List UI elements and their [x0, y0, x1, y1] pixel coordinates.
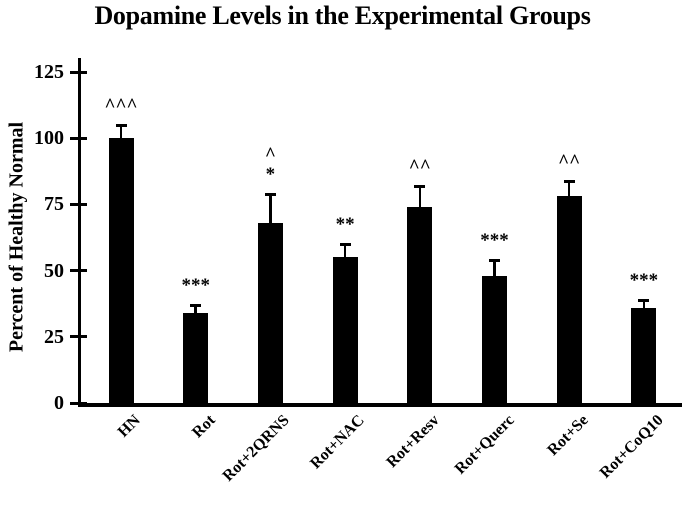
y-axis-label: Percent of Healthy Normal [5, 121, 28, 353]
bar-Rot+Se [556, 196, 582, 403]
error-bar-cap [638, 298, 650, 302]
x-axis-line [78, 403, 682, 407]
y-tick-mark [70, 202, 87, 206]
significance-annotation: *** [156, 275, 236, 297]
bar-Rot+2QRNS [257, 222, 283, 403]
error-bar-stem [119, 124, 123, 143]
y-tick-label: 25 [44, 325, 64, 348]
error-bar-stem [343, 244, 347, 262]
y-tick-mark [70, 70, 87, 74]
significance-marker: *** [181, 275, 210, 297]
significance-annotation: ^^^ [81, 94, 161, 117]
bar-Rot+NAC [332, 257, 358, 403]
y-tick-mark [70, 136, 87, 140]
y-tick-mark [70, 401, 87, 405]
significance-annotation: ^^ [380, 155, 460, 178]
significance-annotation: *** [604, 269, 684, 292]
error-bar-stem [642, 299, 646, 312]
y-tick-mark [70, 269, 87, 273]
error-bar-cap [264, 192, 276, 196]
error-bar-stem [418, 185, 422, 212]
bar-Rot [183, 312, 209, 403]
significance-annotation: ** [305, 214, 385, 236]
error-bar-stem [567, 180, 571, 201]
y-tick-label: 100 [34, 127, 64, 150]
error-bar-cap [115, 123, 127, 127]
error-bar-stem [269, 193, 272, 227]
y-tick-label: 125 [34, 61, 64, 83]
significance-marker: ^^^ [104, 94, 138, 116]
bar-Rot+Resv [407, 207, 433, 403]
y-axis-line [78, 58, 81, 407]
y-tick-label: 75 [44, 193, 64, 216]
bar-Rot+Querc [482, 275, 507, 403]
significance-marker: ** [335, 214, 355, 236]
error-bar-cap [190, 304, 202, 308]
significance-marker: *** [629, 269, 659, 291]
significance-annotation: ^^ [529, 150, 609, 173]
significance-marker: * [265, 163, 276, 185]
significance-marker: ^^ [408, 155, 431, 177]
error-bar-cap [563, 179, 575, 183]
error-bar-stem [493, 260, 496, 280]
significance-annotation: ^ * [230, 143, 310, 186]
y-tick-label: 0 [54, 392, 64, 414]
error-bar-cap [339, 243, 351, 247]
bar-Rot+CoQ10 [631, 307, 657, 403]
significance-annotation: *** [455, 230, 535, 252]
significance-marker: ^ [264, 143, 276, 165]
error-bar-stem [194, 305, 197, 317]
error-bar-cap [489, 259, 500, 262]
y-tick-label: 50 [44, 259, 64, 282]
error-bar-cap [414, 184, 426, 188]
bar-HN [108, 138, 134, 403]
y-tick-mark [70, 335, 87, 339]
significance-marker: *** [480, 230, 509, 251]
significance-marker: ^^ [558, 150, 581, 172]
chart-title: Dopamine Levels in the Experimental Grou… [94, 1, 591, 30]
